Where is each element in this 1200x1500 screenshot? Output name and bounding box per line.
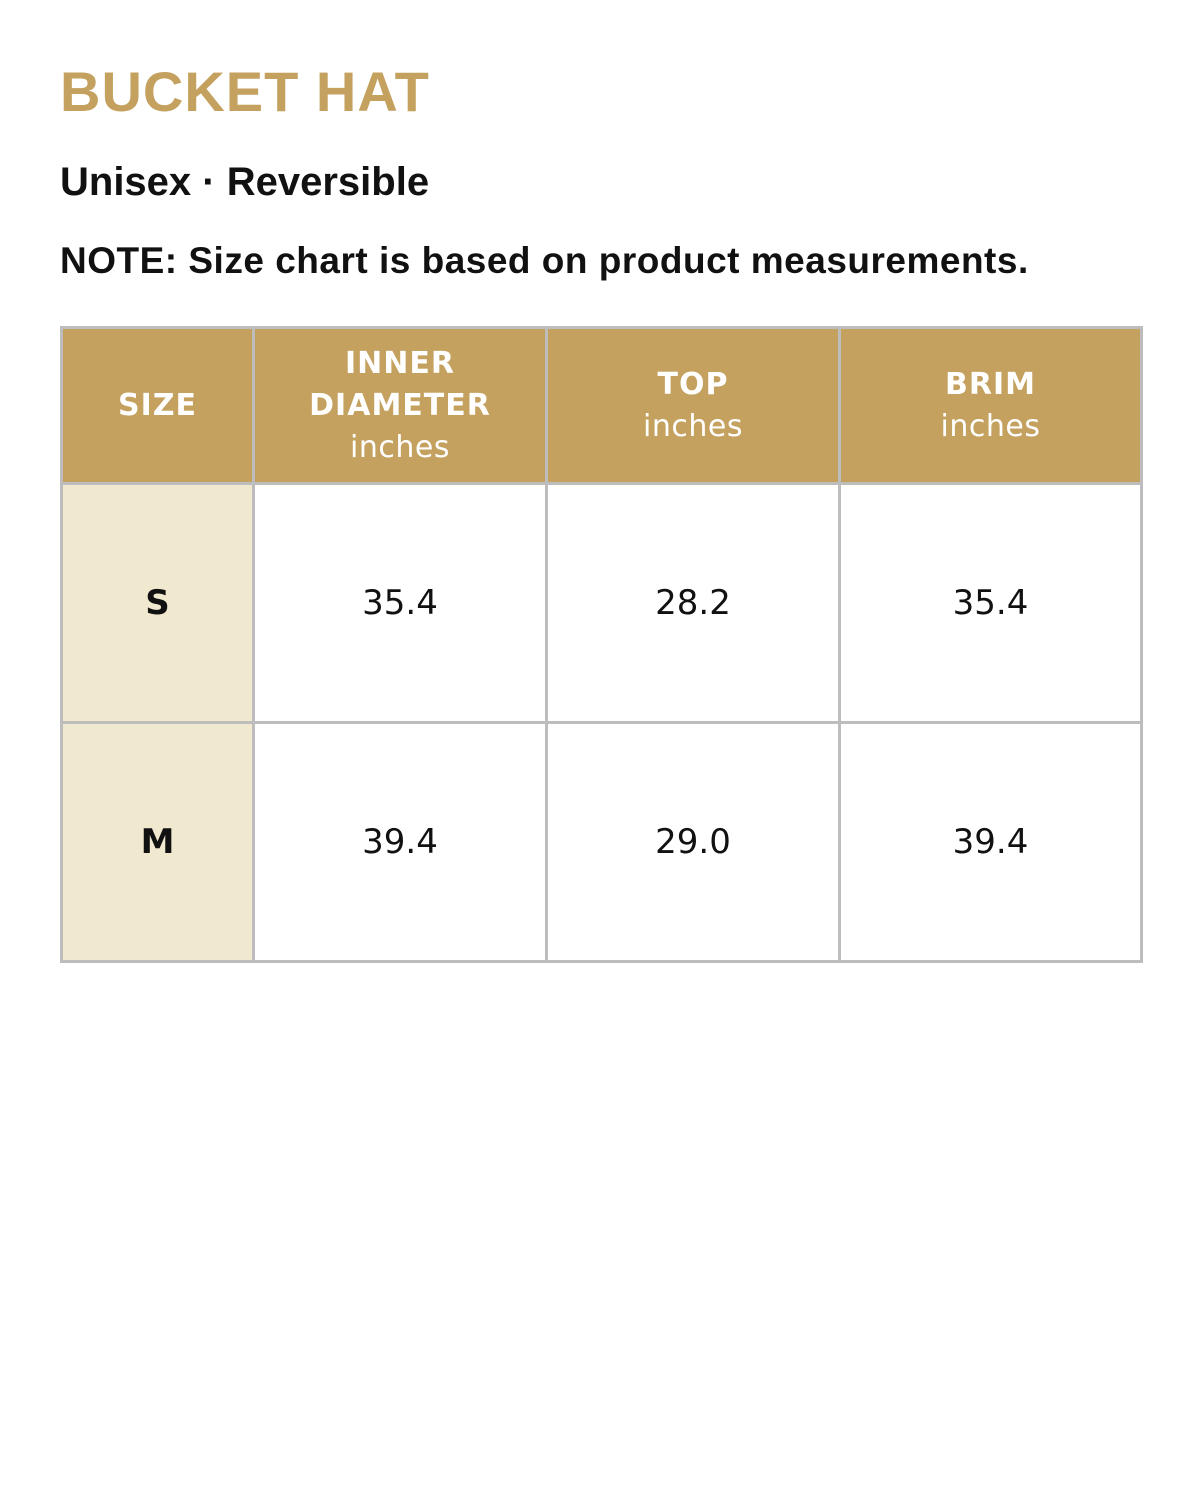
column-unit: inches [350,429,450,465]
column-unit: inches [940,408,1041,444]
value-cell: 39.4 [838,721,1143,963]
column-unit: inches [643,408,743,444]
table-body: S 35.4 28.2 35.4 M 39.4 29.0 39.4 [60,482,1143,963]
column-label: BRIM [945,366,1036,402]
size-cell: S [60,482,255,724]
subtitle: Unisex · Reversible [60,160,430,204]
value-cell: 29.0 [545,721,841,963]
value-cell: 39.4 [252,721,548,963]
size-table: SIZE INNER DIAMETER inches TOP inches BRIM inc… [60,326,1143,963]
column-header: TOP inches [545,326,841,485]
value-cell: 28.2 [545,482,841,724]
column-label: SIZE [117,387,197,423]
column-header: BRIM inches [838,326,1143,485]
column-label: INNER DIAMETER [309,345,491,423]
size-cell: M [60,721,255,963]
title: BUCKET HAT [60,60,430,123]
note: NOTE: Size chart is based on product mea… [60,240,1029,281]
header-row: SIZE INNER DIAMETER inches TOP inches BRIM inc… [60,326,1143,485]
column-label: TOP [657,366,729,402]
column-header: INNER DIAMETER inches [252,326,548,485]
column-header: SIZE [60,326,255,485]
table-row: S 35.4 28.2 35.4 [60,482,1143,724]
value-cell: 35.4 [838,482,1143,724]
value-cell: 35.4 [252,482,548,724]
table-row: M 39.4 29.0 39.4 [60,721,1143,963]
